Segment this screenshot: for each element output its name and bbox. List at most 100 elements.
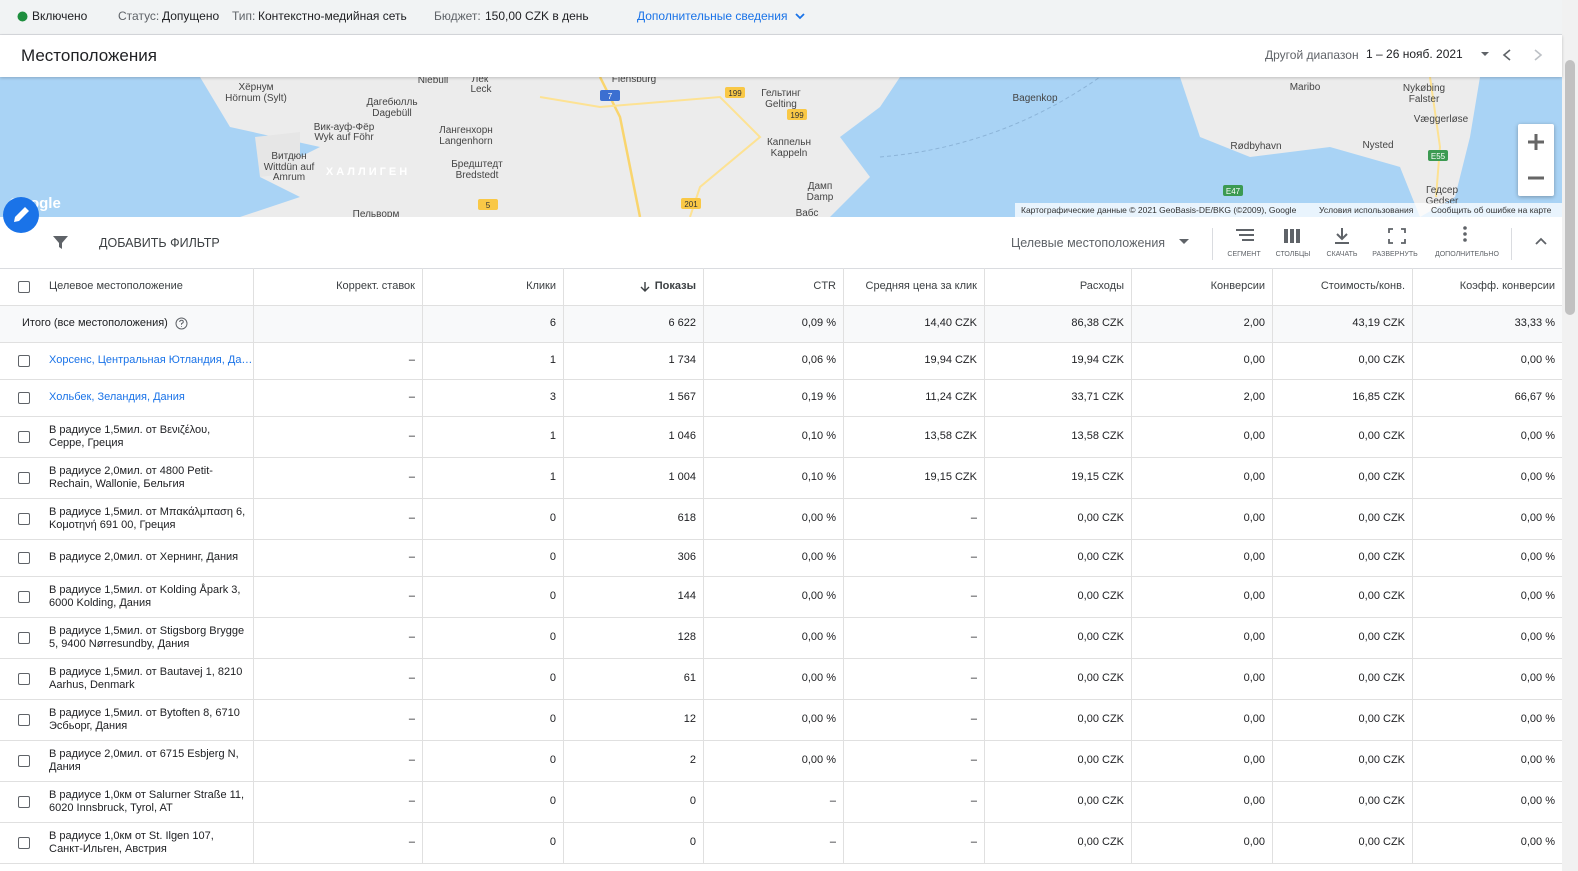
metric-cell: 0,00 % [801,590,836,602]
chevron-down[interactable] [794,10,806,22]
location-name: В радиусе 1,5мил. от Βενιζέλου, Серре, Г… [49,423,211,449]
action-icons[interactable] [1232,225,1492,247]
metric-cell: – [970,836,977,848]
metric-cell: 33,71 CZK [1071,391,1124,403]
total-value: 2,00 [1243,317,1265,329]
metric-cell: 0,00 CZK [1077,551,1124,563]
row-checkbox[interactable] [18,512,30,525]
row-checkbox[interactable] [18,391,30,404]
row-divider [0,699,1562,700]
column-header[interactable]: Целевое местоположение [49,280,183,292]
column-header[interactable]: Коэфф. конверсии [1459,280,1555,292]
map-label: Вабс [796,207,819,217]
total-value: 0,09 % [801,317,836,329]
column-header[interactable]: CTR [813,280,836,292]
metric-cell: 0,00 [1243,471,1265,483]
map-label: Лангенхорн [439,125,493,136]
metric-cell: 0,00 CZK [1358,471,1405,483]
scrollbar[interactable] [1562,0,1578,871]
column-header[interactable]: Коррект. ставок [336,280,415,292]
metric-cell: 0,00 CZK [1358,512,1405,524]
date-range[interactable]: 1 – 26 нояб. 2021 [1366,47,1463,61]
row-checkbox[interactable] [18,590,30,603]
location-name[interactable]: Хольбек, Зеландия, Дания [49,391,185,403]
column-header[interactable]: Средняя цена за клик [865,280,977,292]
column-header[interactable]: Конверсии [1210,280,1265,292]
metric-cell: – [408,754,415,766]
total-value: 33,33 % [1514,317,1555,329]
metric-cell: 19,94 CZK [1071,354,1124,366]
view-caret[interactable] [1178,237,1190,247]
metric-cell: 61 [683,672,696,684]
metric-cell: 0,00 CZK [1358,795,1405,807]
metric-cell: – [970,551,977,563]
status-bar: Включено Статус: Допущено Тип: Контекстн… [0,0,1562,35]
metric-cell: – [970,754,977,766]
row-checkbox[interactable] [18,280,30,293]
row-checkbox[interactable] [18,713,30,726]
row-checkbox[interactable] [18,354,30,367]
collapse-icon[interactable] [1534,235,1548,247]
column-header[interactable]: Клики [526,280,556,292]
add-filter[interactable]: ДОБАВИТЬ ФИЛЬТР [99,236,220,250]
metric-cell: 0,00 % [1520,754,1555,766]
road-number: E55 [1431,152,1446,161]
map[interactable]: Хёрнум Hörnum (Sylt) Niebüll Лек Leck Flensbu… [0,77,1562,217]
metric-cell: 0,00 CZK [1077,590,1124,602]
metric-cell: 0,00 CZK [1358,590,1405,602]
metric-cell: 1 046 [668,430,696,442]
action-label: СКАЧАТЬ [1326,251,1358,258]
metric-cell: 0,00 CZK [1077,795,1124,807]
row-checkbox[interactable] [18,471,30,484]
budget: 150,00 CZK в день [485,9,589,23]
metric-cell: 0,00 [1243,512,1265,524]
row-checkbox[interactable] [18,795,30,808]
action-label: СЕГМЕНТ [1227,251,1261,258]
filter-icon[interactable] [52,234,69,251]
metric-cell: 0,00 % [801,512,836,524]
column-header[interactable]: Стоимость/конв. [1320,280,1405,292]
location-name: В радиусе 1,5мил. от Bytoften 8, 6710 Эс… [49,706,240,732]
row-divider [0,457,1562,458]
more-details[interactable]: Дополнительные сведения [637,9,788,23]
map-label: Niebüll [418,77,449,86]
zoom-icons[interactable] [1518,124,1554,196]
metric-cell: 0,00 % [1520,590,1555,602]
metric-cell: 0,00 % [801,672,836,684]
metric-cell: 16,85 CZK [1352,391,1405,403]
row-checkbox[interactable] [18,551,30,564]
row-checkbox[interactable] [18,430,30,443]
view-select[interactable]: Целевые местоположения [1011,236,1166,250]
map-label: Bredstedt [456,170,499,181]
column-header[interactable]: Показы [654,280,696,292]
road-shield [1223,185,1243,196]
metric-cell: 0 [549,713,556,725]
metric-cell: 19,94 CZK [924,354,977,366]
location-name: В радиусе 1,5мил. от Bautavej 1, 8210 Aa… [49,665,243,691]
column-divider [1131,268,1132,863]
metric-cell: – [408,836,415,848]
map-label: Дагебюлль [366,96,417,108]
metric-cell: 1 [549,471,556,483]
metric-cell: – [970,672,977,684]
road-shield [787,109,807,120]
row-checkbox[interactable] [18,672,30,685]
column-divider [1272,268,1273,863]
scrollbar-thumb[interactable] [1565,60,1575,315]
road-number: 5 [486,201,491,210]
metric-cell: 0,00 CZK [1358,354,1405,366]
metric-cell: 0,00 % [1520,354,1555,366]
date-controls[interactable] [1478,47,1548,63]
metric-cell: – [970,631,977,643]
location-name[interactable]: Хорсенс, Центральная Ютландия, Да… [49,354,253,366]
column-header[interactable]: Расходы [1079,280,1124,292]
edit-button[interactable] [2,196,40,234]
row-checkbox[interactable] [18,631,30,644]
map-label: Пельворм [353,209,400,217]
row-checkbox[interactable] [18,836,30,849]
metric-cell: 0,00 CZK [1358,430,1405,442]
map-attribution: Картографические данные © 2021 GeoBasis-… [1021,205,1297,215]
metric-cell: 0,00 CZK [1077,754,1124,766]
row-checkbox[interactable] [18,754,30,767]
state[interactable]: Включено [32,9,88,23]
